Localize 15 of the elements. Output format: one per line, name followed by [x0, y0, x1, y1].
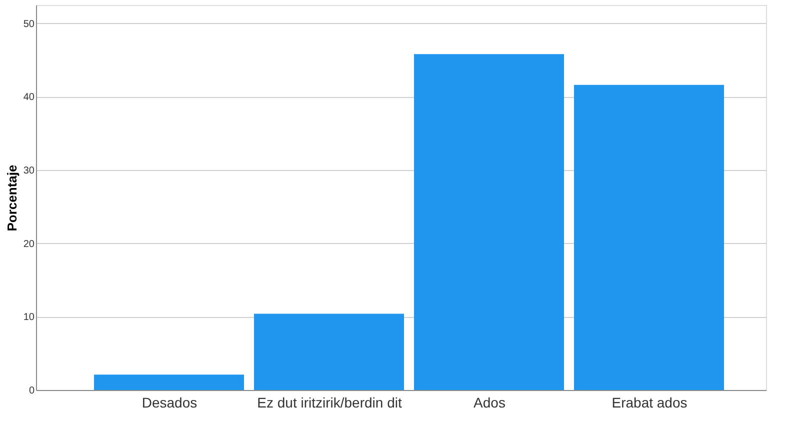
bar [574, 84, 724, 390]
x-tick-label: Desados [142, 394, 198, 410]
bar [94, 374, 244, 390]
y-tick-label: 40 [23, 92, 35, 104]
x-tick-label: Ados [474, 394, 506, 410]
y-axis-title: Porcentaje [4, 164, 20, 232]
bar [254, 314, 404, 390]
y-tick-label: 0 [28, 386, 35, 396]
x-tick-label: Erabat ados [612, 394, 688, 410]
y-tick-label: 20 [23, 238, 35, 250]
y-tick-label: 30 [23, 166, 35, 176]
y-tick-label: 50 [23, 18, 35, 30]
bar [414, 54, 564, 390]
y-tick-label: 10 [23, 312, 35, 324]
x-tick-label: Ez dut iritzirik/berdin dit [257, 394, 402, 410]
